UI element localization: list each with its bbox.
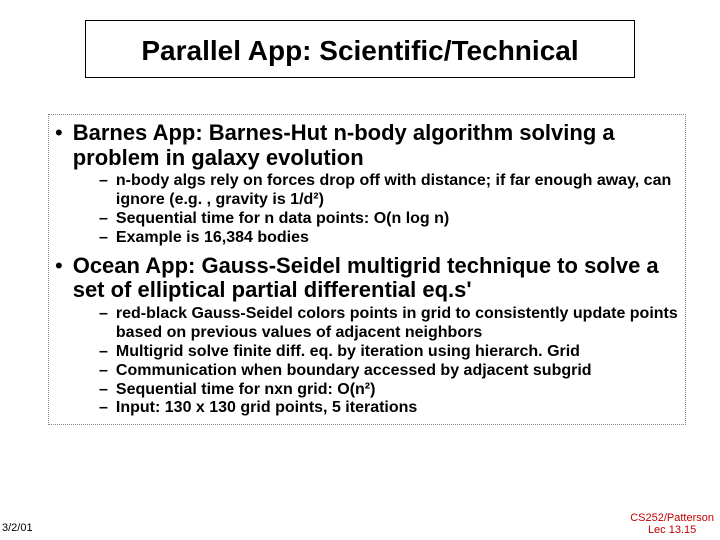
footer-line2: Lec 13.15 (648, 524, 696, 536)
bullet-dash-icon: – (99, 343, 108, 362)
footer-line1: CS252/Patterson (630, 512, 714, 524)
bullet-text: Input: 130 x 130 grid points, 5 iteratio… (116, 399, 417, 418)
bullet-text: Barnes App: Barnes-Hut n-body algorithm … (73, 121, 679, 170)
slide-title: Parallel App: Scientific/Technical (94, 35, 626, 67)
title-box: Parallel App: Scientific/Technical (85, 20, 635, 78)
bullet-level2: –red-black Gauss-Seidel colors points in… (99, 305, 679, 343)
bullet-dot-icon: • (55, 121, 63, 145)
bullet-text: Example is 16,384 bodies (116, 229, 309, 248)
bullet-level2: –Communication when boundary accessed by… (99, 362, 679, 381)
bullet-level2: –Sequential time for nxn grid: O(n²) (99, 381, 679, 400)
bullet-dot-icon: • (55, 254, 63, 278)
bullet-dash-icon: – (99, 381, 108, 400)
bullet-dash-icon: – (99, 362, 108, 381)
bullet-level2: –Multigrid solve finite diff. eq. by ite… (99, 343, 679, 362)
bullet-dash-icon: – (99, 210, 108, 229)
bullet-dash-icon: – (99, 229, 108, 248)
bullet-text: Sequential time for n data points: O(n l… (116, 210, 449, 229)
bullet-level1: • Ocean App: Gauss-Seidel multigrid techn… (55, 254, 679, 303)
bullet-text: Multigrid solve finite diff. eq. by iter… (116, 343, 580, 362)
bullet-level2: –Input: 130 x 130 grid points, 5 iterati… (99, 399, 679, 418)
bullet-level2: –Sequential time for n data points: O(n … (99, 210, 679, 229)
bullet-level2: –Example is 16,384 bodies (99, 229, 679, 248)
bullet-dash-icon: – (99, 305, 108, 324)
bullet-text: Sequential time for nxn grid: O(n²) (116, 381, 376, 400)
bullet-dash-icon: – (99, 172, 108, 191)
bullet-level1: • Barnes App: Barnes-Hut n-body algorithm… (55, 121, 679, 170)
bullet-level2: –n-body algs rely on forces drop off wit… (99, 172, 679, 210)
bullet-dash-icon: – (99, 399, 108, 418)
footer-source: CS252/Patterson Lec 13.15 (630, 512, 714, 536)
slide: Parallel App: Scientific/Technical • Barn… (0, 0, 720, 540)
footer-date: 3/2/01 (2, 522, 33, 534)
bullet-text: Communication when boundary accessed by … (116, 362, 592, 381)
body-box: • Barnes App: Barnes-Hut n-body algorithm… (48, 114, 686, 425)
bullet-text: n-body algs rely on forces drop off with… (116, 172, 679, 210)
bullet-text: red-black Gauss-Seidel colors points in … (116, 305, 679, 343)
bullet-text: Ocean App: Gauss-Seidel multigrid techni… (73, 254, 679, 303)
